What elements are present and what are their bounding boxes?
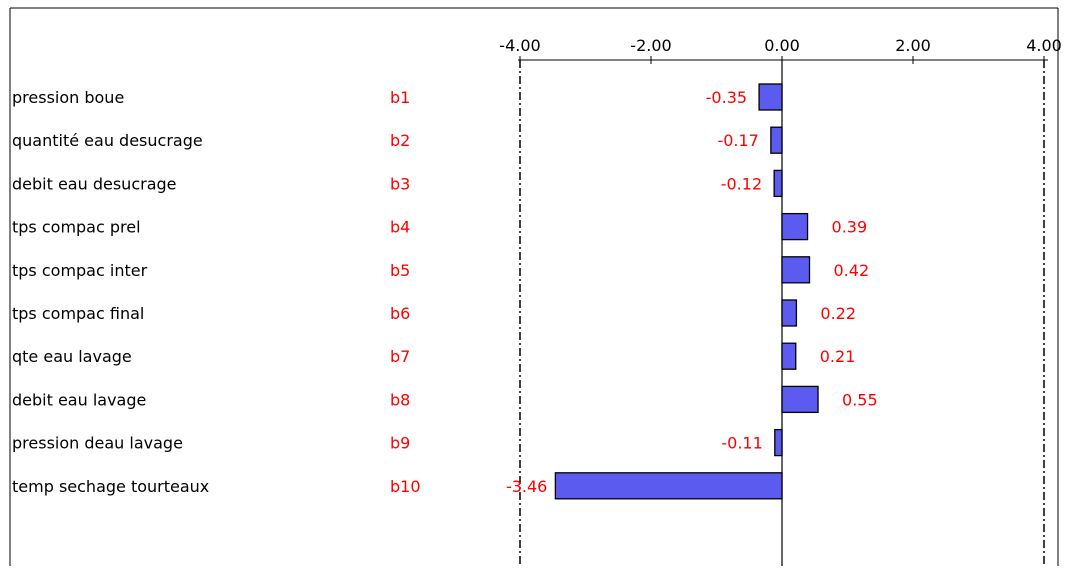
coefficient-code: b1 [390, 88, 410, 107]
bar [782, 214, 808, 240]
category-label: pression deau lavage [12, 434, 183, 453]
category-label: quantité eau desucrage [12, 131, 203, 150]
x-tick-label: 4.00 [1026, 36, 1062, 55]
category-label: debit eau lavage [12, 390, 146, 409]
value-label: 0.42 [834, 261, 870, 280]
x-tick-label: -4.00 [499, 36, 540, 55]
coefficient-code: b6 [390, 304, 410, 323]
x-tick-label: -2.00 [630, 36, 671, 55]
coefficient-code: b2 [390, 131, 410, 150]
bar [782, 257, 810, 283]
chart-rows: pression boue b1 -0.35 quantité eau desucra… [12, 84, 878, 499]
value-label: -0.35 [706, 88, 747, 107]
value-label: -0.12 [721, 174, 762, 193]
value-label: -0.11 [721, 434, 762, 453]
x-tick-label: 0.00 [764, 36, 800, 55]
bar [782, 300, 796, 326]
coefficient-code: b9 [390, 434, 410, 453]
bar [775, 430, 782, 456]
value-label: 0.55 [842, 390, 878, 409]
bar [771, 127, 782, 153]
coefficient-code: b7 [390, 347, 410, 366]
coefficient-code: b4 [390, 218, 410, 237]
category-label: tps compac prel [12, 218, 141, 237]
value-label: 0.21 [820, 347, 856, 366]
category-label: temp sechage tourteaux [12, 477, 209, 496]
coefficient-code: b8 [390, 390, 410, 409]
category-label: tps compac inter [12, 261, 148, 280]
category-label: pression boue [12, 88, 124, 107]
bar [759, 84, 782, 110]
value-label: 0.22 [820, 304, 856, 323]
x-tick-label: 2.00 [895, 36, 931, 55]
bar [782, 386, 818, 412]
value-label: -0.17 [717, 131, 758, 150]
bar [555, 473, 782, 499]
value-label: -3.46 [506, 477, 547, 496]
category-label: qte eau lavage [12, 347, 132, 366]
bar [782, 343, 796, 369]
category-label: debit eau desucrage [12, 174, 177, 193]
coefficient-code: b10 [390, 477, 421, 496]
bar [774, 170, 782, 196]
value-label: 0.39 [832, 218, 868, 237]
coefficient-code: b5 [390, 261, 410, 280]
coefficient-code: b3 [390, 174, 410, 193]
category-label: tps compac final [12, 304, 144, 323]
